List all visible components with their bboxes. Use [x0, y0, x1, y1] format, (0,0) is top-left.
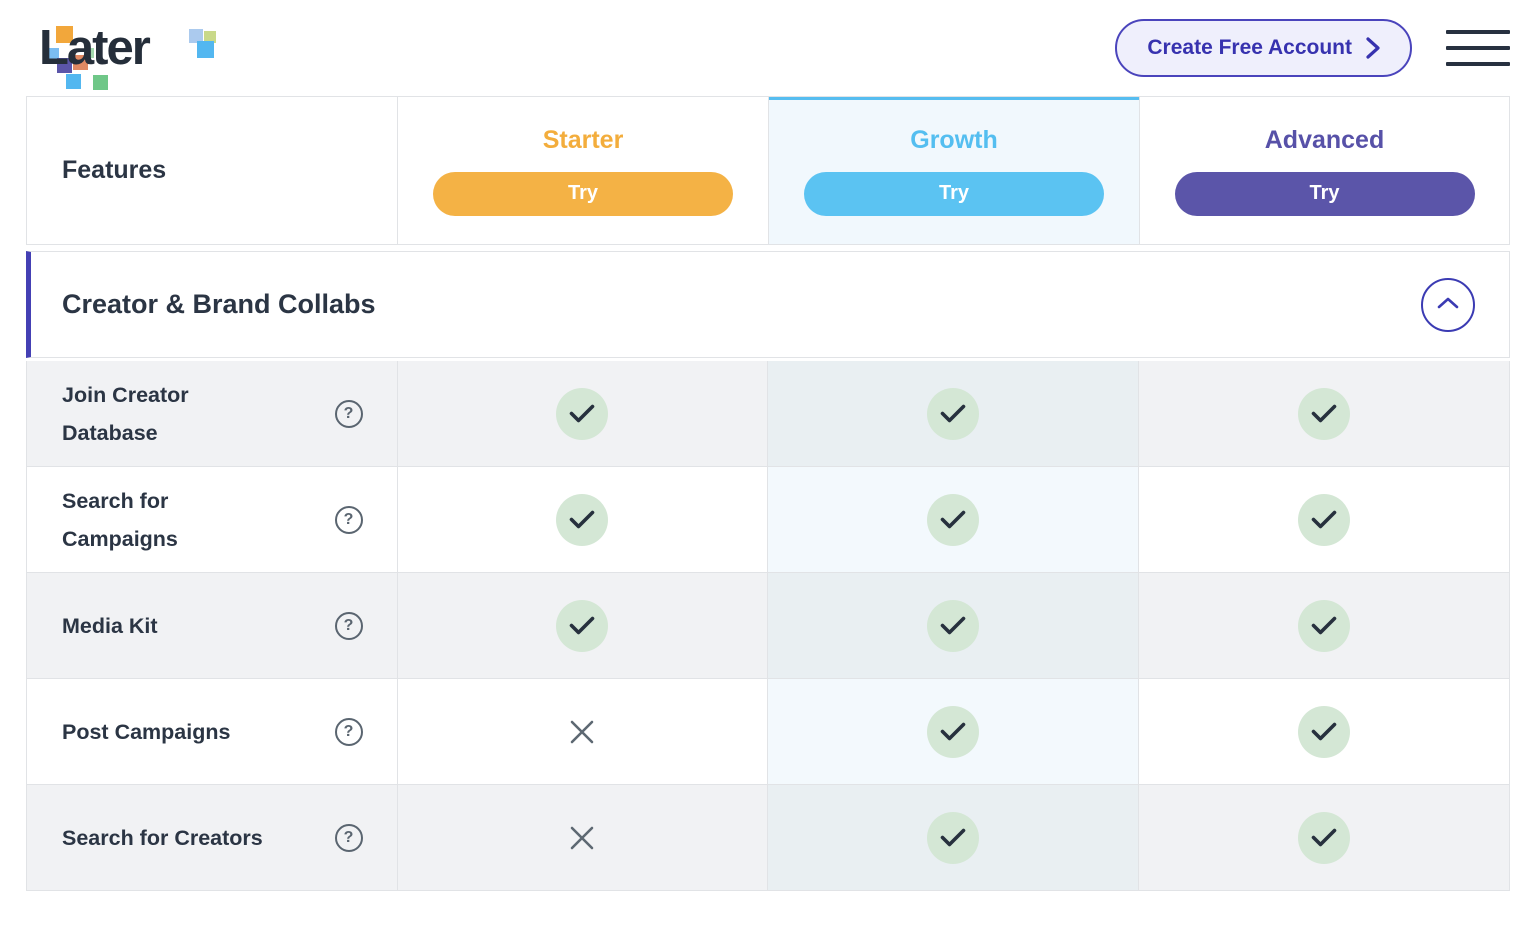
starter-value-cell — [397, 573, 768, 678]
logo-pixel-green — [93, 75, 108, 90]
starter-value-cell — [397, 785, 768, 890]
growth-value-cell — [768, 785, 1139, 890]
check-icon — [556, 493, 609, 546]
features-header-label: Features — [62, 156, 167, 184]
logo-pixel-blue-top — [197, 41, 214, 58]
hamburger-menu-icon[interactable] — [1446, 28, 1510, 68]
table-row: Join Creator Database ? — [26, 361, 1510, 467]
plan-column-advanced: Advanced Try — [1139, 96, 1510, 245]
check-icon — [1297, 811, 1350, 864]
check-icon — [1297, 599, 1350, 652]
table-row: Media Kit ? — [26, 573, 1510, 679]
create-free-account-button[interactable]: Create Free Account — [1115, 19, 1412, 77]
logo-pixel-purple — [57, 58, 72, 73]
later-logo[interactable]: Later — [26, 12, 216, 90]
check-icon — [926, 705, 979, 758]
table-row: Search for Campaigns ? — [26, 467, 1510, 573]
advanced-value-cell — [1138, 679, 1509, 784]
create-free-account-label: Create Free Account — [1147, 36, 1352, 59]
logo-pixel-orange — [56, 26, 73, 43]
feature-rows: Join Creator Database ? Search for Campa… — [26, 361, 1510, 891]
plan-column-starter: Starter Try — [397, 96, 768, 245]
logo-pixel-salmon — [73, 55, 88, 70]
help-icon[interactable]: ? — [334, 717, 363, 746]
advanced-value-cell — [1138, 573, 1509, 678]
check-icon — [556, 599, 609, 652]
feature-name-cell: Search for Creators ? — [27, 785, 398, 890]
check-icon — [926, 811, 979, 864]
starter-value-cell — [397, 467, 768, 572]
advanced-value-cell — [1138, 467, 1509, 572]
chevron-up-icon — [1436, 296, 1460, 313]
check-icon — [1297, 705, 1350, 758]
plan-comparison-table: Features Starter Try Growth Try Advanced… — [26, 96, 1510, 891]
growth-value-cell — [768, 679, 1139, 784]
feature-name-cell: Media Kit ? — [27, 573, 398, 678]
feature-label: Join Creator Database — [62, 382, 189, 445]
top-navigation: Later Create Free Account — [0, 0, 1536, 96]
feature-name-cell: Join Creator Database ? — [27, 361, 398, 466]
section-header-creator-brand-collabs[interactable]: Creator & Brand Collabs — [26, 251, 1510, 358]
feature-label: Search for Campaigns — [62, 488, 178, 551]
try-starter-button[interactable]: Try — [433, 171, 733, 216]
try-growth-button[interactable]: Try — [804, 171, 1104, 216]
starter-value-cell — [397, 361, 768, 466]
chevron-right-icon — [1366, 37, 1380, 59]
logo-pixel-dotgreen — [204, 31, 216, 43]
feature-name-cell: Search for Campaigns ? — [27, 467, 398, 572]
section-title: Creator & Brand Collabs — [62, 289, 376, 319]
growth-value-cell — [768, 573, 1139, 678]
table-gap — [26, 245, 1510, 251]
feature-name-cell: Post Campaigns ? — [27, 679, 398, 784]
plan-header-row: Features Starter Try Growth Try Advanced… — [26, 96, 1510, 245]
check-icon — [926, 387, 979, 440]
growth-value-cell — [768, 361, 1139, 466]
plan-name-growth: Growth — [910, 125, 998, 154]
feature-label: Post Campaigns — [62, 719, 231, 744]
logo-pixel-green-small — [84, 48, 94, 58]
check-icon — [1297, 387, 1350, 440]
feature-label: Search for Creators — [62, 825, 263, 850]
check-icon — [926, 493, 979, 546]
try-advanced-button[interactable]: Try — [1174, 171, 1475, 216]
table-row: Search for Creators ? — [26, 785, 1510, 891]
help-icon[interactable]: ? — [334, 505, 363, 534]
plan-name-starter: Starter — [542, 125, 624, 154]
check-icon — [556, 387, 609, 440]
check-icon — [926, 599, 979, 652]
logo-pixel-lightblue — [46, 48, 59, 61]
help-icon[interactable]: ? — [334, 823, 363, 852]
logo-wordmark: Later — [39, 21, 151, 75]
feature-label: Media Kit — [62, 613, 158, 638]
nav-actions: Create Free Account — [1115, 19, 1510, 77]
check-icon — [1297, 493, 1350, 546]
advanced-value-cell — [1138, 785, 1509, 890]
growth-value-cell — [768, 467, 1139, 572]
plan-name-advanced: Advanced — [1264, 125, 1385, 154]
table-row: Post Campaigns ? — [26, 679, 1510, 785]
help-icon[interactable]: ? — [334, 611, 363, 640]
cross-icon — [569, 825, 595, 851]
plan-column-growth: Growth Try — [768, 96, 1139, 245]
advanced-value-cell — [1138, 361, 1509, 466]
collapse-section-button[interactable] — [1421, 277, 1475, 332]
help-icon[interactable]: ? — [334, 399, 363, 428]
features-header-cell: Features — [26, 96, 397, 245]
starter-value-cell — [397, 679, 768, 784]
logo-pixel-dotblue — [189, 29, 203, 43]
logo-pixel-blue-bottom — [66, 74, 81, 89]
cross-icon — [569, 719, 595, 745]
